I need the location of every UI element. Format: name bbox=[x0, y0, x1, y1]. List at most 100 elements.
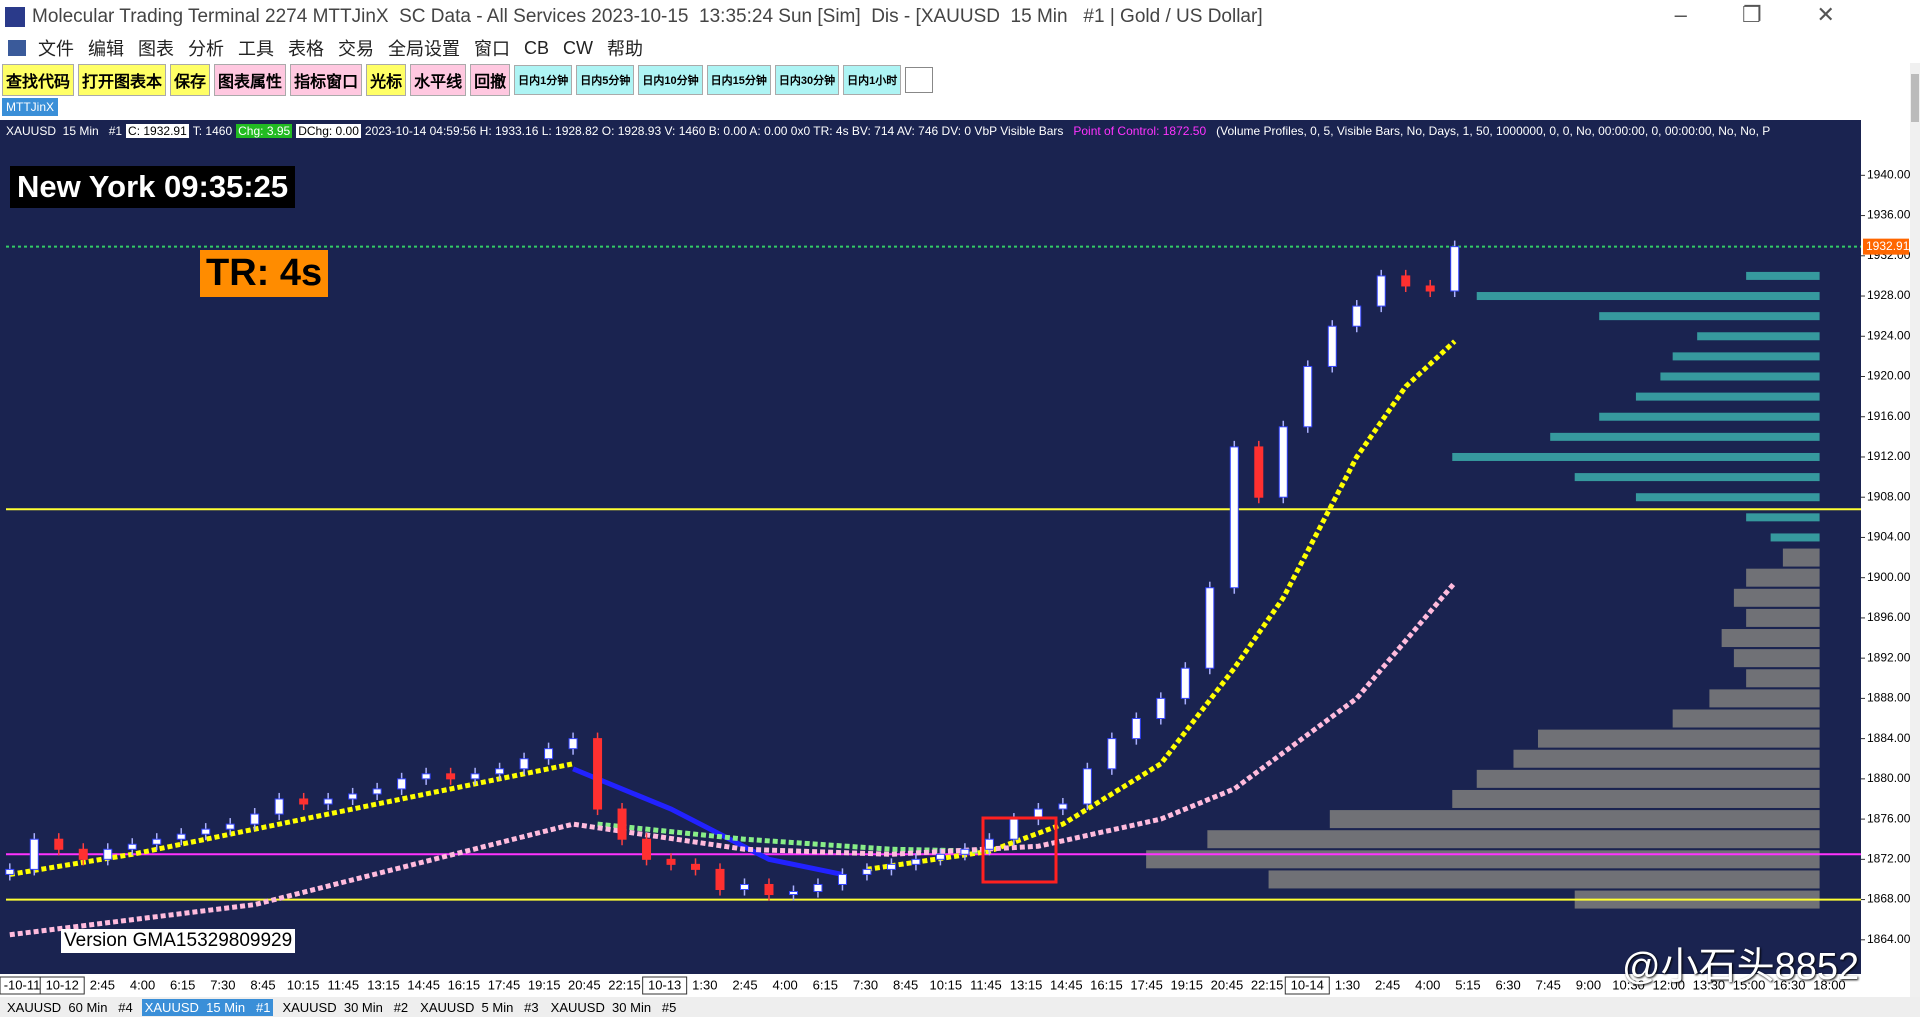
candle-body bbox=[54, 838, 64, 850]
candle-body bbox=[127, 843, 137, 850]
scrollbar bbox=[1910, 63, 1920, 997]
toolbar-button[interactable]: 查找代码 bbox=[2, 64, 75, 96]
menu-item[interactable]: 编辑 bbox=[88, 39, 124, 59]
toolbar-button[interactable]: 打开图表本 bbox=[78, 64, 167, 96]
menu-item[interactable]: 交易 bbox=[338, 39, 374, 59]
time-label: 16:30 bbox=[1773, 977, 1806, 992]
candle-body bbox=[372, 788, 382, 795]
title-bar: Molecular Trading Terminal 2274 MTTJinX … bbox=[0, 0, 1920, 34]
candle-body bbox=[225, 823, 235, 830]
time-label: 16:15 bbox=[448, 977, 481, 992]
volume-profile-bar bbox=[1746, 513, 1820, 522]
toolbar-button[interactable]: 回撤 bbox=[470, 64, 511, 96]
volume-profile-bar bbox=[1709, 689, 1820, 708]
menu-item[interactable]: 文件 bbox=[38, 39, 74, 59]
volume-profile-bar bbox=[1733, 649, 1820, 668]
chartbook-tab[interactable]: MTTJinX bbox=[2, 98, 58, 116]
chart-tab[interactable]: XAUUSD 5 Min #3 bbox=[420, 999, 539, 1015]
time-label: 11:45 bbox=[328, 977, 360, 992]
volume-profile-bar bbox=[1746, 568, 1820, 587]
candle-body bbox=[1303, 365, 1313, 428]
info-study: (Volume Profiles, 0, 5, Visible Bars, No… bbox=[1216, 124, 1771, 138]
time-label: 10:30 bbox=[1612, 977, 1645, 992]
toolbar-button[interactable]: 光标 bbox=[366, 64, 407, 96]
toolbar-button[interactable]: 指标窗口 bbox=[290, 64, 363, 96]
toolbar-button[interactable]: 日内30分钟 bbox=[774, 65, 840, 95]
time-label: 5:15 bbox=[1455, 977, 1480, 992]
time-axis-background bbox=[0, 974, 1910, 997]
candle-body bbox=[666, 858, 676, 865]
info-symbol: XAUUSD 15 Min #1 bbox=[6, 124, 123, 138]
price-tick-label: 1892.00 bbox=[1867, 650, 1911, 664]
volume-profile-bar bbox=[1599, 412, 1820, 421]
candle-body bbox=[837, 873, 847, 885]
price-tick-label: 1908.00 bbox=[1867, 489, 1911, 503]
candle-body bbox=[495, 768, 505, 775]
time-label: 10:15 bbox=[287, 977, 320, 992]
info-dchange: DChg: 0.00 bbox=[296, 124, 361, 138]
toolbar-button[interactable]: 日内15分钟 bbox=[706, 65, 771, 95]
candle-body bbox=[715, 868, 725, 891]
toolbar-button[interactable]: 日内1小时 bbox=[843, 65, 902, 95]
volume-profile-bar bbox=[1537, 729, 1820, 748]
time-label: 20:45 bbox=[1211, 977, 1244, 992]
last-price-label: 1932.91 bbox=[1866, 239, 1910, 253]
candle-body bbox=[1278, 426, 1288, 498]
last-price-box bbox=[1863, 238, 1909, 255]
toolbar-button[interactable]: 图表属性 bbox=[214, 64, 287, 96]
candle-body bbox=[1156, 697, 1166, 720]
candle-body bbox=[1401, 275, 1411, 287]
menu-item[interactable]: 全局设置 bbox=[388, 39, 460, 59]
chart-tab[interactable]: XAUUSD 15 Min #1 bbox=[141, 998, 274, 1016]
candle-body bbox=[78, 848, 88, 860]
time-label: 13:15 bbox=[367, 977, 400, 992]
zoom-button[interactable] bbox=[905, 67, 934, 93]
chart-tab[interactable]: XAUUSD 30 Min #5 bbox=[550, 999, 677, 1015]
price-tick-label: 1868.00 bbox=[1867, 892, 1911, 906]
menu-item[interactable]: CW bbox=[563, 37, 594, 58]
time-label: -10-11 bbox=[4, 977, 41, 992]
menu-item[interactable]: 帮助 bbox=[607, 39, 644, 59]
volume-profile-bar bbox=[1721, 629, 1820, 648]
candle-body bbox=[1254, 446, 1264, 498]
menu-item[interactable]: 表格 bbox=[288, 39, 324, 59]
price-tick-label: 1936.00 bbox=[1867, 208, 1911, 222]
menu-item[interactable]: CB bbox=[524, 37, 550, 58]
time-label: 7:30 bbox=[853, 977, 878, 992]
menu-bar: 文件 编辑 图表 分析 工具 表格 交易 全局设置 窗口 CB CW 帮助 bbox=[0, 34, 1920, 62]
volume-profile-bar bbox=[1452, 789, 1820, 808]
menu-item[interactable]: 工具 bbox=[238, 39, 274, 59]
volume-profile-bar bbox=[1574, 473, 1820, 482]
toolbar-button[interactable]: 水平线 bbox=[410, 64, 467, 96]
time-label: 10:15 bbox=[930, 977, 963, 992]
chart-tab[interactable]: XAUUSD 30 Min #2 bbox=[282, 999, 409, 1015]
info-details: 2023-10-14 04:59:56 H: 1933.16 L: 1928.8… bbox=[364, 124, 1064, 138]
chart-tab[interactable]: XAUUSD 60 Min #4 bbox=[7, 999, 133, 1015]
candle-body bbox=[470, 773, 480, 780]
menu-item[interactable]: 窗口 bbox=[474, 39, 510, 59]
time-label: 22:15 bbox=[1251, 977, 1284, 992]
version-overlay: Version GMA15329809929 bbox=[61, 929, 296, 953]
toolbar-button[interactable]: 保存 bbox=[170, 64, 211, 96]
volume-profile-bar bbox=[1146, 850, 1820, 869]
watermark: @小石头8852 bbox=[1622, 946, 1860, 988]
price-tick-label: 1876.00 bbox=[1867, 811, 1911, 825]
candle-body bbox=[739, 883, 749, 891]
candle-body bbox=[886, 863, 896, 870]
menu-item[interactable]: 图表 bbox=[138, 39, 174, 59]
candle-body bbox=[544, 748, 554, 760]
time-label: 6:15 bbox=[170, 977, 195, 992]
time-label: 17:45 bbox=[488, 977, 521, 992]
time-label: 2:45 bbox=[732, 977, 757, 992]
window-controls[interactable]: –❐✕ bbox=[1674, 2, 1890, 27]
toolbar-button[interactable]: 日内10分钟 bbox=[638, 65, 703, 95]
candle-body bbox=[1327, 325, 1337, 367]
toolbar-button[interactable]: 日内5分钟 bbox=[576, 65, 635, 95]
volume-profile-bar bbox=[1599, 312, 1820, 321]
price-tick-label: 1896.00 bbox=[1867, 610, 1911, 624]
volume-profile-bar bbox=[1476, 292, 1820, 301]
toolbar-button[interactable]: 日内1分钟 bbox=[514, 65, 573, 95]
price-tick-label: 1900.00 bbox=[1867, 570, 1911, 584]
menu-item[interactable]: 分析 bbox=[188, 39, 224, 59]
